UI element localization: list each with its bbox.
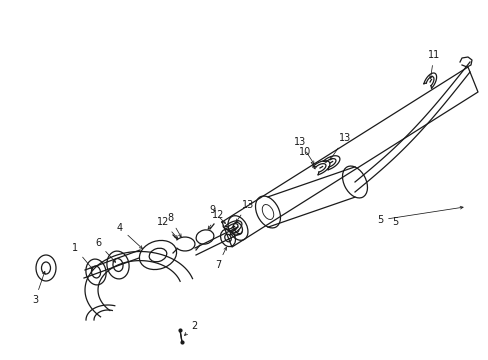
Text: 1: 1 [72, 243, 93, 269]
Text: 10: 10 [298, 147, 314, 169]
Text: 4: 4 [117, 223, 142, 248]
Text: 11: 11 [427, 50, 439, 78]
Text: 5: 5 [391, 217, 397, 227]
Text: 12: 12 [157, 217, 177, 238]
Text: 9: 9 [208, 205, 225, 224]
Text: 2: 2 [184, 321, 197, 336]
Text: 12: 12 [208, 210, 224, 229]
Text: 6: 6 [95, 238, 115, 262]
Text: 13: 13 [293, 137, 313, 164]
Text: 3: 3 [32, 271, 45, 305]
Text: 8: 8 [166, 213, 181, 237]
Text: 5: 5 [376, 206, 462, 225]
Text: 13: 13 [236, 200, 254, 222]
Text: 13: 13 [329, 133, 350, 160]
Text: 7: 7 [214, 247, 226, 270]
